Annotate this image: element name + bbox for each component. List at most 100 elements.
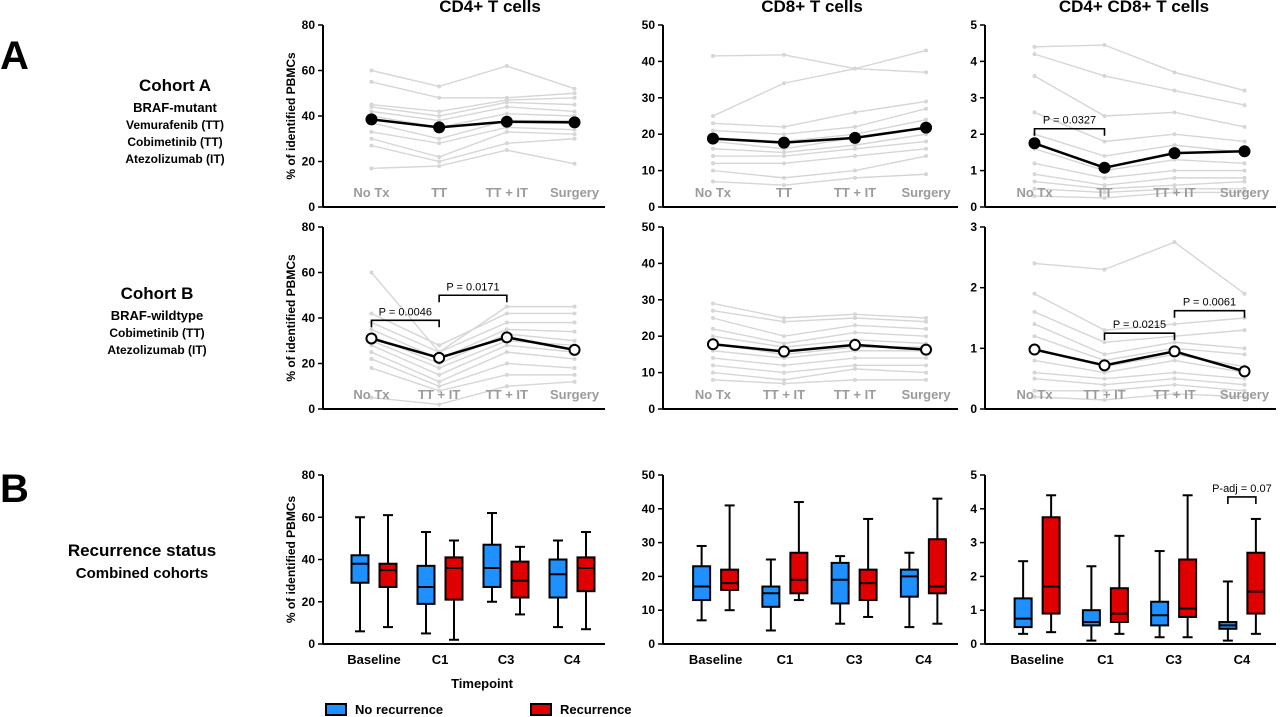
panel-label-a: A xyxy=(0,34,29,78)
column-title-cd8: CD8+ T cells xyxy=(761,0,863,16)
individual-point xyxy=(1032,358,1037,363)
y-axis-label: % of identified PBMCs xyxy=(284,254,298,382)
individual-point xyxy=(369,350,374,355)
cohort-b-name: Cohort B xyxy=(120,284,194,303)
individual-point xyxy=(1032,73,1037,78)
individual-point xyxy=(369,104,374,109)
individual-line xyxy=(371,351,575,383)
y-tick-label: 10 xyxy=(642,366,656,380)
y-tick-label: 20 xyxy=(642,569,656,583)
y-tick-label: 3 xyxy=(970,536,977,550)
box xyxy=(416,564,436,605)
box xyxy=(350,554,370,584)
mean-point xyxy=(849,338,862,351)
individual-point xyxy=(710,363,715,368)
y-tick-label: 40 xyxy=(642,502,656,516)
individual-point xyxy=(710,53,715,58)
chart-rec-cd8: 0 10 20 30 40 50 Baseline C1 C3 C4 xyxy=(642,468,958,667)
y-tick-label: 0 xyxy=(308,402,315,416)
individual-point xyxy=(369,136,374,141)
y-tick-label: 5 xyxy=(970,18,977,32)
individual-point xyxy=(853,143,858,148)
individual-line xyxy=(1034,44,1245,92)
individual-point xyxy=(924,377,929,382)
box xyxy=(927,538,947,595)
chart-rec-dp: 0 1 2 3 4 5 Baseline C1 C3 C4 P-adj = 0.07 xyxy=(970,468,1276,667)
individual-line xyxy=(1034,111,1245,143)
individual-line xyxy=(1034,133,1245,157)
individual-point xyxy=(781,132,786,137)
box xyxy=(692,565,712,602)
individual-line xyxy=(1034,371,1245,380)
mean-point xyxy=(1168,345,1181,358)
individual-point xyxy=(924,70,929,75)
individual-point xyxy=(781,334,786,339)
cohort-b-status: BRAF-wildtype xyxy=(110,308,204,323)
individual-point xyxy=(369,270,374,275)
individual-point xyxy=(710,146,715,151)
x-tick-label: TT + IT xyxy=(418,387,460,402)
individual-point xyxy=(504,129,509,134)
individual-point xyxy=(1102,388,1107,393)
individual-point xyxy=(781,81,786,86)
box xyxy=(830,561,850,605)
individual-point xyxy=(369,366,374,371)
individual-point xyxy=(781,316,786,320)
y-tick-label: 50 xyxy=(642,18,656,32)
individual-point xyxy=(1242,186,1247,191)
individual-point xyxy=(1102,114,1107,118)
x-tick-label: TT + IT xyxy=(763,387,805,402)
significance-bracket xyxy=(1227,496,1257,504)
y-tick-label: 20 xyxy=(642,127,656,141)
x-tick-label: Baseline xyxy=(347,652,400,667)
mean-point xyxy=(1028,343,1041,356)
individual-point xyxy=(1102,370,1107,375)
individual-point xyxy=(710,121,715,126)
box xyxy=(576,556,596,593)
individual-point xyxy=(437,109,442,114)
individual-point xyxy=(504,384,509,389)
individual-point xyxy=(1032,309,1037,314)
box xyxy=(720,568,740,591)
individual-point xyxy=(1242,316,1247,320)
individual-point xyxy=(572,338,577,343)
individual-line xyxy=(712,310,927,323)
y-tick-label: 20 xyxy=(642,329,656,343)
individual-point xyxy=(369,143,374,148)
mean-line xyxy=(1034,348,1245,373)
individual-line xyxy=(1034,75,1245,128)
individual-point xyxy=(572,329,577,334)
individual-point xyxy=(1102,195,1107,200)
significance-bracket xyxy=(438,294,508,303)
y-tick-label: 0 xyxy=(648,637,655,651)
individual-point xyxy=(437,402,442,407)
individual-line xyxy=(1034,384,1245,392)
y-tick-label: 60 xyxy=(302,266,316,280)
individual-point xyxy=(504,141,509,146)
individual-point xyxy=(853,124,858,129)
x-tick-label: C1 xyxy=(432,652,449,667)
legend-label: Recurrence xyxy=(560,702,632,717)
individual-point xyxy=(1102,397,1107,402)
individual-point xyxy=(1172,391,1177,396)
box xyxy=(761,585,781,608)
individual-point xyxy=(1102,382,1107,387)
individual-point xyxy=(572,132,577,137)
mean-point xyxy=(1098,359,1111,372)
cohort-b-drug: Atezolizumab (IT) xyxy=(107,343,207,357)
individual-point xyxy=(572,320,577,325)
mean-point xyxy=(500,331,513,344)
significance-bracket xyxy=(370,319,440,328)
x-tick-label: TT xyxy=(776,185,792,200)
y-tick-label: 40 xyxy=(302,109,316,123)
individual-point xyxy=(369,311,374,316)
individual-point xyxy=(853,323,858,328)
mean-point xyxy=(777,136,790,149)
individual-point xyxy=(710,370,715,375)
individual-point xyxy=(1102,183,1107,188)
individual-point xyxy=(1242,394,1247,399)
y-tick-label: 60 xyxy=(302,64,316,78)
individual-line xyxy=(712,302,927,319)
legend-no-recurrence: No recurrence xyxy=(325,702,443,717)
